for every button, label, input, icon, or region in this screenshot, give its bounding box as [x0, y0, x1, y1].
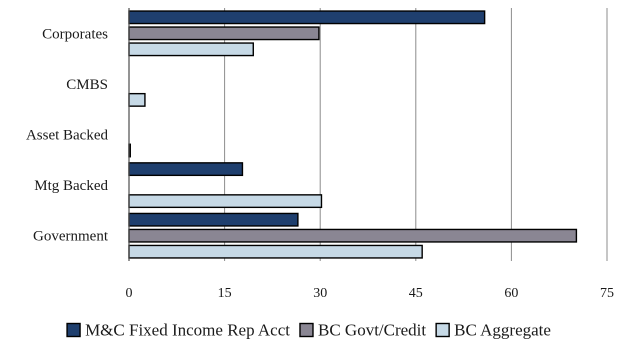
legend: M&C Fixed Income Rep Acct BC Govt/Credit B… [66, 321, 551, 340]
bars [128, 10, 578, 259]
legend-swatch [299, 322, 314, 338]
bar-bc-aggregate-mtg-backed [128, 194, 323, 209]
bar-bc-aggregate-corporates [128, 42, 254, 57]
x-tick-label: 75 [600, 286, 614, 301]
x-tick-label: 15 [218, 286, 232, 301]
x-tick-label: 0 [126, 286, 133, 301]
category-labels: Government Mtg Backed Asset Backed CMBS Corp… [26, 26, 109, 244]
bar-m-c-fixed-income-rep-acct-corporates [128, 10, 486, 25]
category-label: Corporates [42, 26, 108, 42]
bar-bc-govt-credit-government [128, 228, 578, 243]
bar-m-c-fixed-income-rep-acct-government [128, 212, 299, 227]
bar-bc-govt-credit-corporates [128, 26, 320, 41]
x-tick-label: 30 [313, 286, 327, 301]
x-tick-label: 45 [409, 286, 423, 301]
x-tick-labels: 0 15 30 45 60 75 [126, 286, 615, 301]
legend-label: BC Aggregate [454, 321, 551, 340]
category-label: Mtg Backed [34, 178, 108, 194]
category-label: CMBS [66, 77, 108, 93]
legend-label: M&C Fixed Income Rep Acct [85, 321, 290, 340]
x-tick-label: 60 [504, 286, 518, 301]
legend-swatch [435, 322, 450, 338]
legend-label: BC Govt/Credit [318, 321, 426, 340]
category-label: Government [33, 229, 109, 245]
bar-bc-aggregate-cmbs [128, 92, 146, 107]
legend-swatch [66, 322, 81, 338]
category-label: Asset Backed [26, 128, 109, 144]
bar-m-c-fixed-income-rep-acct-mtg-backed [128, 162, 244, 177]
bar-bc-aggregate-government [128, 244, 423, 259]
